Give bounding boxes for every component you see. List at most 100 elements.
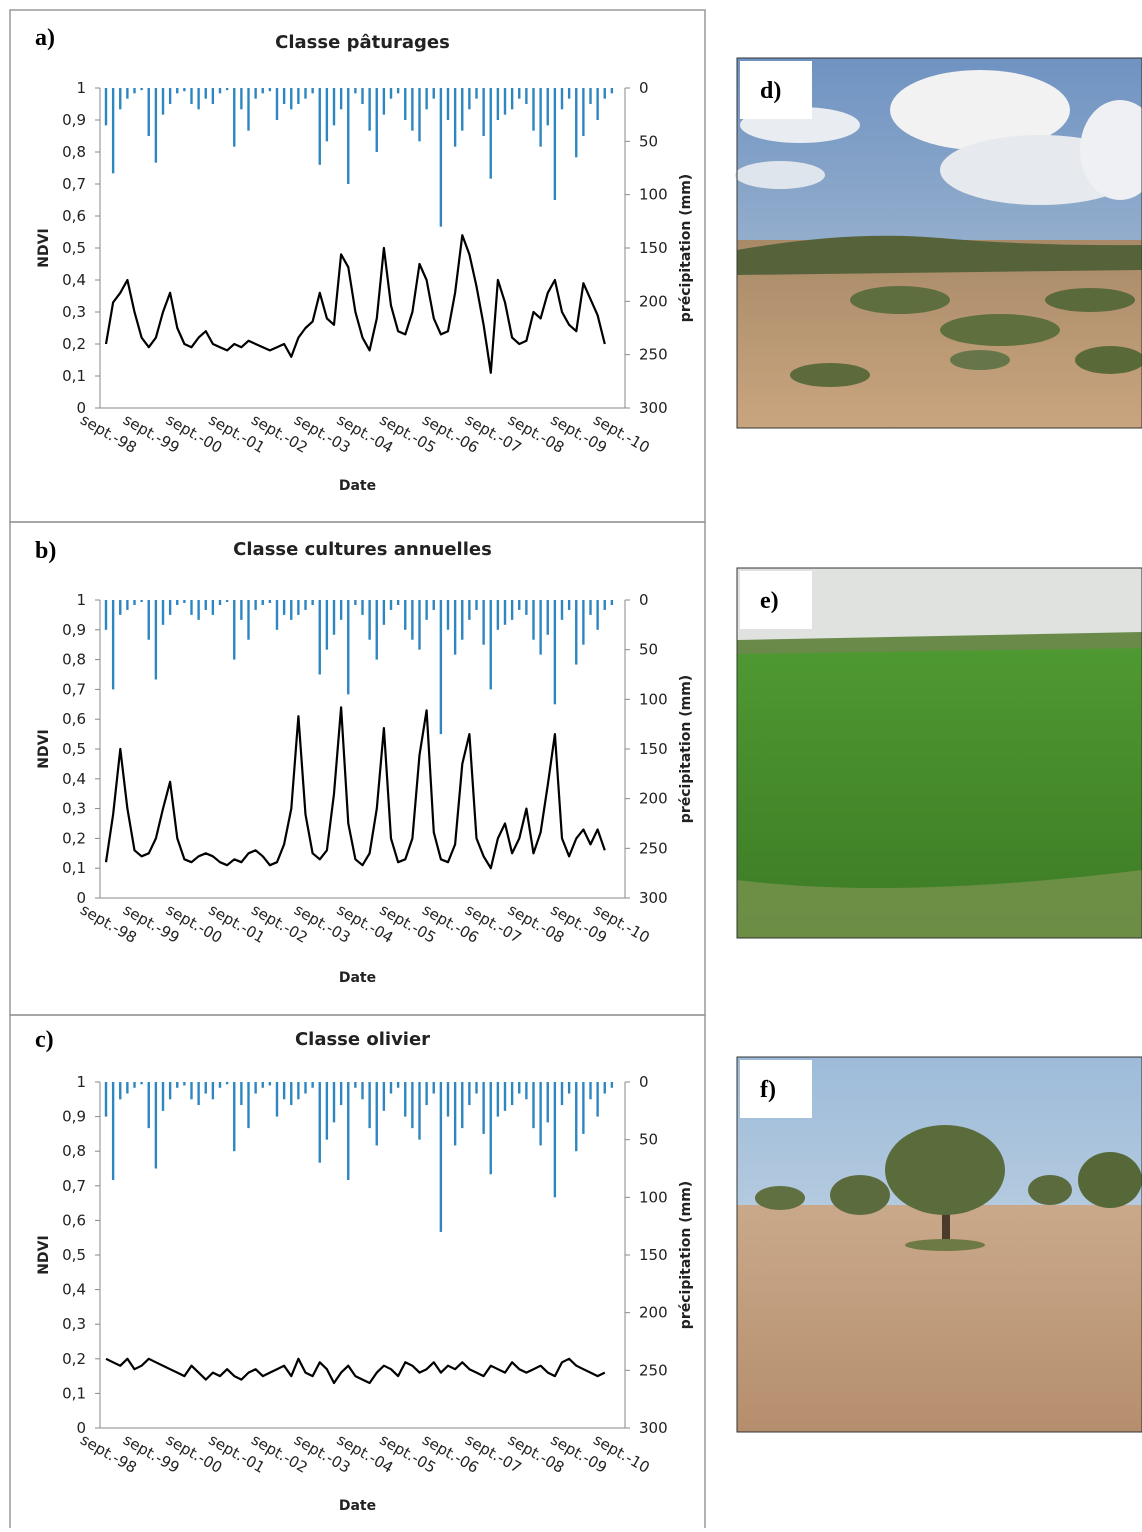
y-tick-label: 1 xyxy=(76,591,86,609)
y2-tick-label: 200 xyxy=(639,1304,668,1322)
precip-bar xyxy=(275,1082,279,1117)
precip-bar xyxy=(218,600,222,605)
precip-bar xyxy=(197,1082,200,1106)
precip-bar xyxy=(332,600,336,635)
precip-bar xyxy=(218,88,222,94)
precip-bar xyxy=(482,1082,485,1134)
y2-tick-label: 300 xyxy=(639,399,668,417)
y2-tick-label: 0 xyxy=(639,591,649,609)
precip-bar xyxy=(154,600,158,680)
precip-bar xyxy=(290,1082,293,1106)
y-tick-label: 1 xyxy=(76,79,86,97)
precip-bar xyxy=(275,88,279,120)
precip-bar xyxy=(297,600,300,615)
precip-bar xyxy=(389,88,393,99)
precip-bar xyxy=(482,600,485,645)
y2-tick-label: 150 xyxy=(639,740,668,758)
precip-bar xyxy=(233,88,236,147)
precip-bar xyxy=(183,600,186,603)
precip-bar xyxy=(361,600,364,615)
panel-label: c) xyxy=(35,1027,54,1053)
precip-bar xyxy=(503,88,507,115)
precip-bar xyxy=(261,1082,264,1088)
precip-bar xyxy=(211,1082,215,1100)
precip-bar xyxy=(104,600,108,630)
y-tick-label: 0,3 xyxy=(62,303,86,321)
ndvi-line xyxy=(105,1357,606,1385)
y-tick-label: 0,2 xyxy=(62,1350,86,1368)
precip-bar xyxy=(582,600,585,645)
photo-label-box xyxy=(740,571,812,629)
precip-bar xyxy=(104,88,108,126)
photo-label: f) xyxy=(760,1077,776,1103)
precip-bar xyxy=(183,88,186,92)
precip-bar xyxy=(190,600,193,615)
photo-f xyxy=(736,1056,1142,1433)
precip-bar xyxy=(560,600,564,620)
precip-bar xyxy=(147,600,150,640)
chart: b) Classe cultures annuelles 0 0,1 0,2 0,3 0,4… xyxy=(35,538,694,986)
ndvi-line xyxy=(104,234,606,374)
precip-bar xyxy=(240,600,243,620)
panel-label: a) xyxy=(35,25,55,51)
precip-bar xyxy=(575,1082,578,1152)
precip-bar xyxy=(489,600,492,690)
precip-bar xyxy=(197,600,200,620)
precip-bar xyxy=(396,88,400,94)
precip-bar xyxy=(453,1082,457,1146)
precip-bar xyxy=(589,88,592,104)
precip-bar xyxy=(311,600,314,605)
precip-bar xyxy=(503,600,507,625)
precip-bar xyxy=(453,600,457,655)
precip-bar xyxy=(425,600,428,620)
precip-bar xyxy=(119,88,122,110)
y2-axis-label: précipitation (mm) xyxy=(678,675,694,823)
precip-bar xyxy=(461,1082,464,1129)
precip-bar xyxy=(140,600,143,602)
precip-bar xyxy=(596,88,599,120)
precip-bar xyxy=(361,88,364,104)
precip-bar xyxy=(282,1082,286,1100)
y-tick-label: 0,5 xyxy=(62,740,86,758)
precip-bar xyxy=(325,1082,329,1140)
y-axis-label: NDVI xyxy=(36,228,52,267)
precip-bar xyxy=(254,600,257,610)
precip-bar xyxy=(311,88,314,94)
precip-bar xyxy=(297,1082,300,1100)
y-tick-label: 0,4 xyxy=(62,1281,86,1299)
precip-bar xyxy=(275,600,279,630)
precip-bar xyxy=(404,88,407,120)
y-tick-label: 0 xyxy=(76,399,86,417)
y-tick-label: 0,9 xyxy=(62,111,86,129)
precip-bar xyxy=(575,600,578,665)
precip-bar xyxy=(190,88,193,104)
precip-bar xyxy=(418,88,421,142)
precip-bar xyxy=(119,600,122,615)
y-tick-label: 0,6 xyxy=(62,710,86,728)
precip-bar xyxy=(468,600,471,620)
precip-bar xyxy=(354,600,357,605)
precip-bar xyxy=(560,88,564,110)
precip-bar xyxy=(140,88,143,91)
precip-bar xyxy=(439,600,443,735)
precip-bar xyxy=(532,1082,535,1129)
precip-bar xyxy=(354,88,357,94)
panel-frames xyxy=(9,9,706,1532)
precip-bar xyxy=(204,1082,207,1094)
precip-bar xyxy=(610,1082,614,1088)
precip-bar xyxy=(140,1082,143,1085)
precip-bar xyxy=(603,88,606,99)
y-tick-label: 0 xyxy=(76,1419,86,1437)
precip-bar xyxy=(304,1082,307,1094)
y2-tick-label: 0 xyxy=(639,1073,649,1091)
y-tick-label: 0,7 xyxy=(62,680,86,698)
precip-bar xyxy=(311,1082,314,1088)
precip-bar xyxy=(446,1082,450,1117)
chart: c) Classe olivier 0 0,1 0,2 0,3 0,4 0,5 0,6 0,7 0,… xyxy=(35,1027,694,1514)
precip-bar xyxy=(240,88,243,110)
precip-bar xyxy=(518,88,521,99)
y-tick-label: 0 xyxy=(76,889,86,907)
precip-bar xyxy=(126,600,129,610)
y2-tick-label: 50 xyxy=(639,1131,658,1149)
